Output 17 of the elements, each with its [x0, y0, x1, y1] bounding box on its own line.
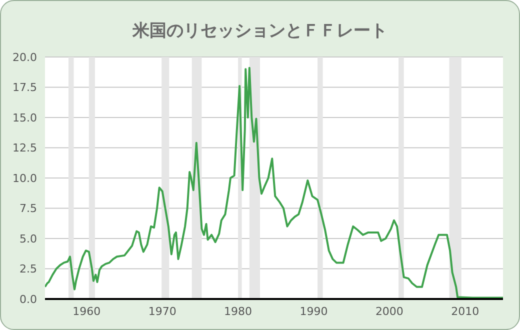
chart-title: 米国のリセッションとＦＦレート — [131, 20, 388, 42]
y-tick-label: 20.0 — [12, 50, 37, 64]
x-tick-label: 2010 — [451, 304, 480, 318]
x-tick-label: 1980 — [224, 304, 252, 318]
y-tick-label: 17.5 — [12, 81, 37, 94]
x-tick-label: 1960 — [72, 304, 101, 318]
y-tick-label: 10.0 — [12, 172, 37, 185]
y-tick-label: 0.0 — [20, 292, 37, 306]
x-tick-label: 1990 — [300, 304, 328, 318]
y-tick-label: 5.0 — [20, 232, 37, 246]
y-tick-label: 7.5 — [20, 202, 37, 216]
line-series — [45, 66, 503, 299]
y-tick-label: 12.5 — [12, 142, 37, 155]
x-tick-label: 1970 — [148, 304, 176, 318]
x-tick-label: 2000 — [375, 304, 404, 318]
y-tick-label: 15.0 — [12, 111, 37, 124]
y-tick-label: 2.5 — [20, 262, 37, 276]
